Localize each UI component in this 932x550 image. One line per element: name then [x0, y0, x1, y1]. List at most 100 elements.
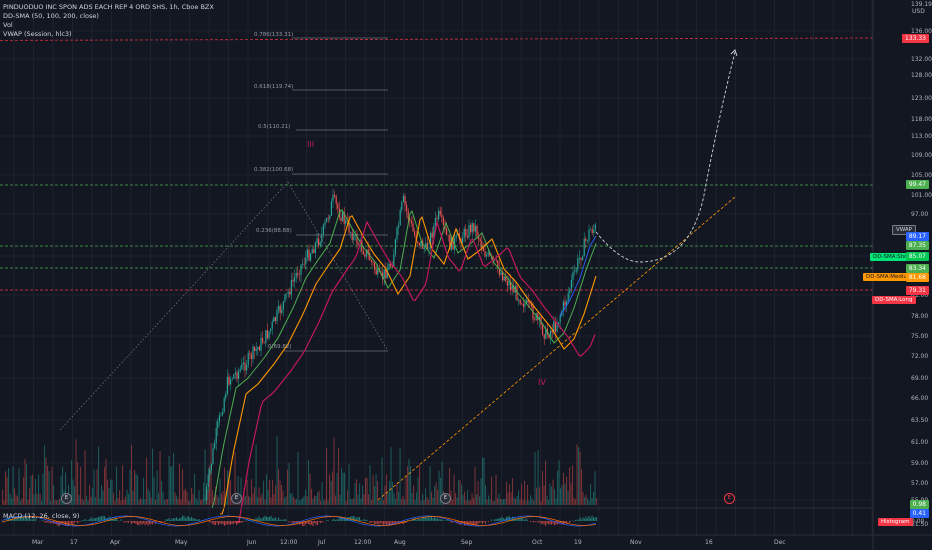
- macd-histogram-bar: [212, 521, 214, 524]
- volume-bar: [425, 488, 427, 505]
- volume-bar: [203, 482, 205, 505]
- time-axis-label: Apr: [110, 539, 121, 546]
- volume-bar: [192, 493, 194, 505]
- volume-bar: [305, 489, 307, 505]
- candle-body: [569, 288, 571, 294]
- volume-bar: [138, 500, 140, 505]
- volume-bar: [426, 496, 428, 505]
- volume-bar: [9, 493, 11, 505]
- volume-bar: [480, 478, 482, 505]
- macd-histogram-bar: [33, 517, 35, 521]
- macd-histogram-bar: [537, 521, 539, 523]
- macd-histogram-bar: [164, 521, 166, 523]
- volume-bar: [276, 436, 278, 505]
- volume-bar: [134, 469, 136, 505]
- vwap-legend[interactable]: VWAP (Session, hlc3): [3, 30, 72, 39]
- macd-histogram-bar: [593, 517, 595, 521]
- volume-bar: [53, 485, 55, 505]
- earnings-event-icon[interactable]: E: [231, 493, 242, 504]
- candle-body: [495, 259, 497, 261]
- volume-bar: [120, 500, 122, 505]
- vol-legend[interactable]: Vol: [3, 21, 13, 30]
- wave-label-iii[interactable]: III: [307, 140, 315, 149]
- macd-histogram-bar: [455, 521, 457, 522]
- volume-bar: [93, 469, 95, 505]
- candle-body: [447, 235, 449, 236]
- macd-histogram-bar: [561, 521, 563, 525]
- macd-histogram-bar: [380, 521, 382, 523]
- macd-legend[interactable]: MACD (12, 26, close, 9): [3, 512, 79, 521]
- volume-bar: [516, 495, 518, 505]
- candle-body: [302, 263, 304, 265]
- volume-bar: [590, 483, 592, 505]
- trend-line-dotted: [59, 181, 289, 431]
- volume-bar: [471, 493, 473, 505]
- volume-bar: [329, 474, 331, 505]
- sma-medium-line: [220, 214, 597, 515]
- candle-body: [410, 221, 412, 224]
- macd-histogram-bar: [15, 518, 17, 521]
- candle-body: [526, 300, 528, 304]
- macd-histogram-bar: [239, 521, 241, 523]
- macd-histogram-bar: [132, 521, 134, 523]
- earnings-event-icon[interactable]: E: [724, 493, 735, 504]
- volume-bar: [80, 466, 82, 505]
- macd-histogram-bar: [359, 517, 361, 521]
- earnings-event-icon[interactable]: E: [61, 493, 72, 504]
- macd-histogram-bar: [488, 521, 490, 522]
- macd-histogram-bar: [186, 516, 188, 521]
- volume-bar: [171, 465, 173, 505]
- sma-legend[interactable]: DD-SMA (50, 100, 200, close): [3, 12, 99, 21]
- fib-label-0: 0(69.82): [268, 344, 292, 350]
- volume-bar: [468, 500, 470, 505]
- candle-body: [478, 236, 480, 240]
- candle-body: [550, 330, 552, 338]
- candle-body: [540, 317, 542, 325]
- candle-body: [364, 254, 366, 257]
- volume-bar: [362, 485, 364, 505]
- candle-body: [583, 238, 585, 257]
- volume-bar: [170, 466, 172, 505]
- volume-bar: [338, 447, 340, 505]
- volume-bar: [96, 469, 98, 505]
- symbol-legend[interactable]: PINDUODUO INC SPON ADS EACH REP 4 ORD SH…: [3, 3, 214, 12]
- price-axis-label: 132.00: [911, 56, 932, 63]
- candle-body: [521, 303, 523, 305]
- volume-bar: [456, 497, 458, 505]
- volume-bar: [111, 479, 113, 505]
- macd-histogram-bar: [378, 521, 380, 526]
- vol-legend-label: Vol: [3, 21, 13, 29]
- macd-histogram-bar: [305, 521, 307, 525]
- macd-histogram-bar: [269, 516, 271, 521]
- macd-histogram-bar: [585, 516, 587, 521]
- volume-bar: [128, 493, 130, 505]
- macd-histogram-bar: [140, 521, 142, 524]
- candle-body: [342, 211, 344, 221]
- earnings-event-icon[interactable]: E: [440, 493, 451, 504]
- macd-histogram-bar: [474, 521, 476, 525]
- macd-histogram-bar: [429, 516, 431, 521]
- wave-label-iv[interactable]: IV: [538, 378, 546, 387]
- macd-histogram-bar: [192, 518, 194, 521]
- currency-label: USD: [912, 8, 925, 15]
- macd-histogram-bar: [167, 519, 169, 521]
- macd-histogram-bar: [147, 521, 149, 526]
- volume-bar: [386, 474, 388, 505]
- candle-body: [310, 253, 312, 261]
- volume-bar: [254, 487, 256, 505]
- candle-body: [559, 315, 561, 323]
- macd-histogram-bar: [485, 521, 487, 524]
- fib-label-0382: 0.382(100.68): [254, 167, 294, 173]
- price-axis-label: 59.00: [911, 460, 929, 467]
- candle-body: [282, 301, 284, 310]
- candle-body: [551, 330, 553, 333]
- volume-bar: [176, 495, 178, 505]
- volume-bar: [263, 480, 265, 505]
- macd-histogram-bar: [281, 519, 283, 521]
- macd-histogram-bar: [465, 521, 467, 525]
- macd-signal-line: [1, 516, 597, 526]
- candle-body: [575, 269, 577, 272]
- macd-histogram-bar: [432, 518, 434, 521]
- macd-histogram-bar: [125, 521, 127, 522]
